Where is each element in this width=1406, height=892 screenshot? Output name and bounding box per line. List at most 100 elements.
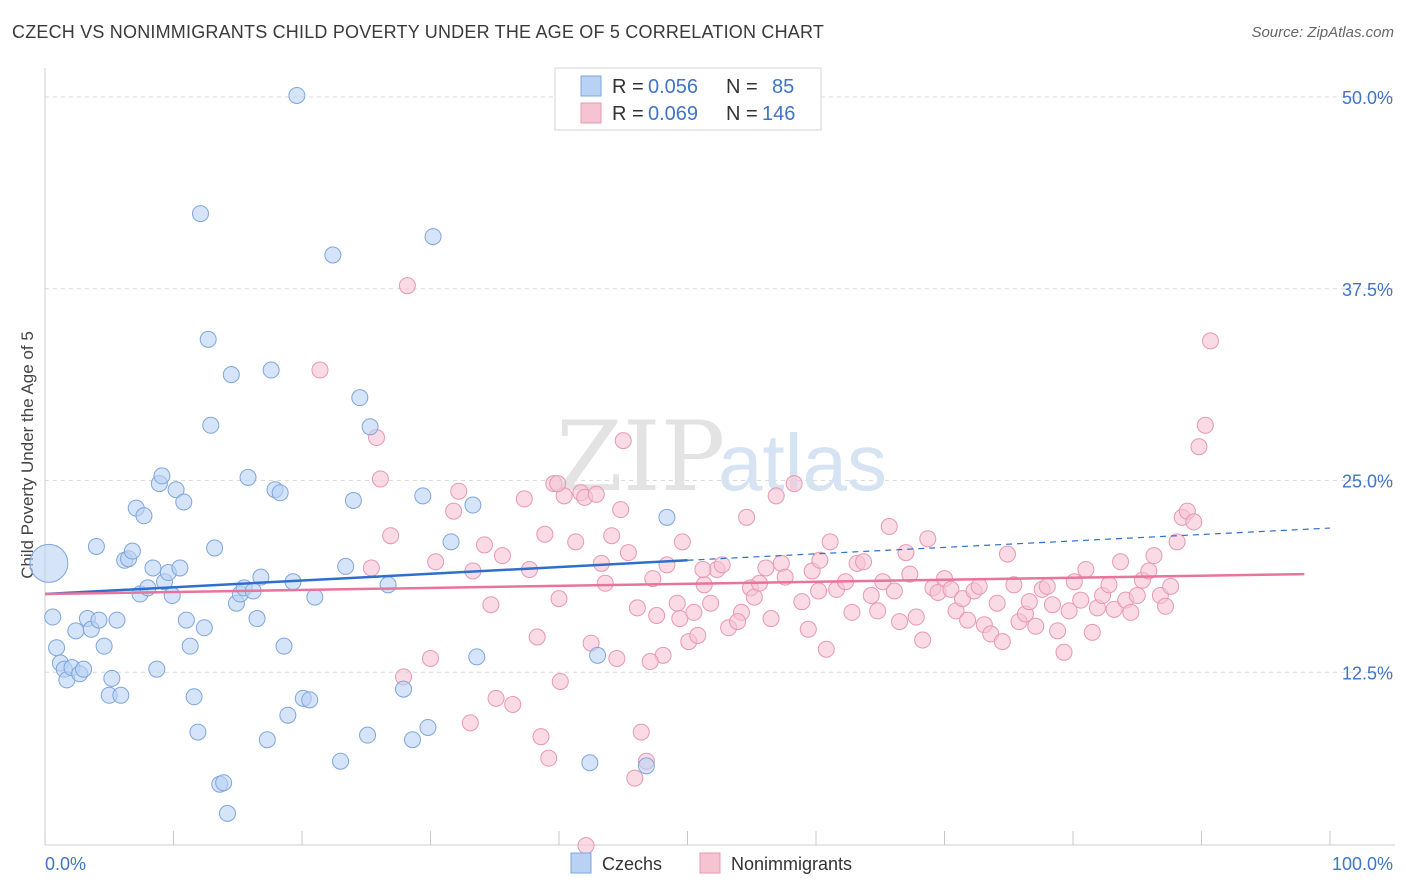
czechs-point-79 <box>424 228 442 246</box>
czechs-point-18 <box>112 686 130 704</box>
czechs-point-57 <box>262 361 280 379</box>
nonimmigrants-point-95 <box>942 580 960 598</box>
czechs-point-17 <box>108 611 126 629</box>
czechs-points <box>29 86 676 822</box>
nonimmigrants-point-14 <box>487 689 505 707</box>
nonimmigrants-point-22 <box>540 749 558 767</box>
czechs-point-38 <box>185 688 203 706</box>
nonimmigrants-point-4 <box>362 559 380 577</box>
nonimmigrants-point-84 <box>880 518 898 536</box>
nonimmigrants-point-7 <box>427 553 445 571</box>
czechs-point-46 <box>215 774 233 792</box>
nonimmigrants-point-41 <box>628 599 646 617</box>
chart-title: CZECH VS NONIMMIGRANTS CHILD POVERTY UND… <box>12 22 825 42</box>
y-tick-label-0: 12.5% <box>1342 663 1393 683</box>
nonimmigrants-point-55 <box>702 594 720 612</box>
tick-labels: 12.5% 25.0% 37.5% 50.0% 0.0% 100.0% <box>45 88 1393 874</box>
czechs-point-14 <box>95 637 113 655</box>
legend-bottom-swatch-czechs <box>570 852 592 874</box>
czechs-point-35 <box>175 493 193 511</box>
nonimmigrants-point-85 <box>885 582 903 600</box>
czechs-point-68 <box>332 752 350 770</box>
czechs-point-12 <box>87 537 105 555</box>
czechs-point-32 <box>163 587 181 605</box>
nonimmigrants-point-15 <box>493 547 511 565</box>
nonimmigrants-point-24 <box>550 590 568 608</box>
czechs-point-72 <box>359 726 377 744</box>
nonimmigrants-point-30 <box>577 837 595 855</box>
czechs-point-47 <box>218 804 236 822</box>
nonimmigrants-point-142 <box>811 551 829 569</box>
czechs-point-43 <box>202 416 220 434</box>
legend-bottom: Czechs Nonimmigrants <box>570 852 852 874</box>
czechs-point-85 <box>637 757 655 775</box>
legend-top: R = 0.056 N = 85 R = 0.069 N = 146 <box>554 67 822 131</box>
legend-n-label-czechs: N = <box>726 76 758 98</box>
nonimmigrants-point-66 <box>767 487 785 505</box>
legend-n-value-nonimmigrants: 146 <box>762 103 795 125</box>
czechs-point-29 <box>153 467 171 485</box>
nonimmigrants-point-146 <box>641 653 659 671</box>
czechs-point-63 <box>288 86 306 104</box>
axes <box>44 68 1395 846</box>
nonimmigrants-point-11 <box>461 714 479 732</box>
nonimmigrants-point-44 <box>644 570 662 588</box>
nonimmigrants-point-10 <box>450 482 468 500</box>
nonimmigrants-point-13 <box>482 596 500 614</box>
nonimmigrants-point-81 <box>862 587 880 605</box>
nonimmigrants-point-128 <box>1128 587 1146 605</box>
nonimmigrants-point-64 <box>757 559 775 577</box>
nonimmigrants-point-70 <box>793 593 811 611</box>
nonimmigrants-point-36 <box>608 649 626 667</box>
legend-bottom-label-nonimmigrants: Nonimmigrants <box>731 854 852 874</box>
czechs-point-24 <box>135 507 153 525</box>
trend-lines <box>44 527 1331 596</box>
czechs-point-69 <box>337 557 355 575</box>
nonimmigrants-point-141 <box>1201 332 1219 350</box>
nonimmigrants-point-78 <box>843 603 861 621</box>
source-label: Source: ZipAtlas.com <box>1251 24 1394 41</box>
y-tick-label-2: 37.5% <box>1342 280 1393 300</box>
nonimmigrants-point-71 <box>799 620 817 638</box>
nonimmigrants-points <box>311 277 1219 855</box>
nonimmigrants-point-48 <box>668 594 686 612</box>
nonimmigrants-point-127 <box>1122 603 1140 621</box>
nonimmigrants-point-119 <box>1077 560 1095 578</box>
czechs-point-2 <box>48 639 66 657</box>
nonimmigrants-point-114 <box>1049 622 1067 640</box>
nonimmigrants-point-69 <box>785 475 803 493</box>
czechs-point-78 <box>419 718 437 736</box>
nonimmigrants-point-2 <box>382 527 400 545</box>
nonimmigrants-point-123 <box>1100 576 1118 594</box>
nonimmigrants-point-134 <box>1162 577 1180 595</box>
nonimmigrants-point-89 <box>907 608 925 626</box>
czechs-point-7 <box>67 622 85 640</box>
czechs-point-52 <box>239 468 257 486</box>
nonimmigrants-point-100 <box>970 577 988 595</box>
nonimmigrants-point-35 <box>603 527 621 545</box>
czechs-point-34 <box>171 559 189 577</box>
nonimmigrants-point-52 <box>685 603 703 621</box>
nonimmigrants-point-80 <box>855 553 873 571</box>
nonimmigrants-point-103 <box>988 594 1006 612</box>
nonimmigrants-trend-line <box>44 572 1305 596</box>
czechs-point-75 <box>395 680 413 698</box>
czechs-point-66 <box>306 588 324 606</box>
nonimmigrants-point-98 <box>959 611 977 629</box>
legend-swatch-czechs <box>580 75 602 97</box>
nonimmigrants-point-82 <box>869 602 887 620</box>
czechs-point-80 <box>442 533 460 551</box>
czechs-point-82 <box>468 648 486 666</box>
czechs-point-73 <box>361 418 379 436</box>
czechs-point-76 <box>404 731 422 749</box>
nonimmigrants-point-27 <box>567 533 585 551</box>
nonimmigrants-point-65 <box>762 610 780 628</box>
nonimmigrants-point-86 <box>891 613 909 631</box>
nonimmigrants-point-53 <box>689 626 707 644</box>
czechs-point-41 <box>195 619 213 637</box>
nonimmigrants-point-104 <box>993 633 1011 651</box>
x-tick-label-1: 100.0% <box>1332 854 1393 874</box>
czechs-point-42 <box>199 330 217 348</box>
czechs-point-0 <box>29 543 69 583</box>
